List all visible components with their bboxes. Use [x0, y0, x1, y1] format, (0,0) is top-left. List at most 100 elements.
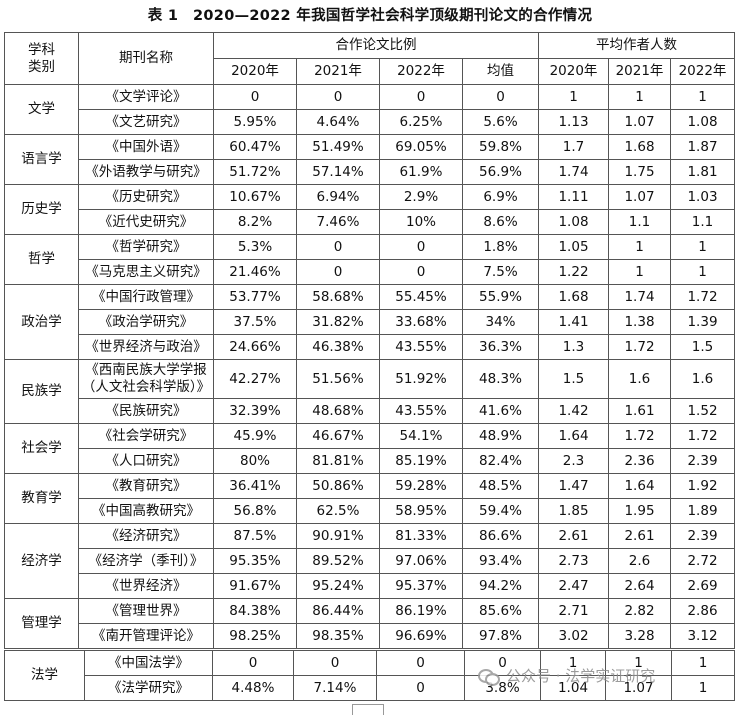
value-cell: 95.24% [296, 573, 380, 599]
bottom-handle [352, 704, 384, 715]
category-cell: 民族学 [4, 359, 79, 424]
value-cell: 93.4% [462, 548, 539, 574]
value-cell: 48.9% [462, 423, 539, 449]
value-cell: 1.68 [608, 134, 671, 160]
table-title: 表 1 2020—2022 年我国哲学社会科学顶级期刊论文的合作情况 [147, 8, 593, 24]
value-cell: 86.6% [462, 523, 539, 549]
header-category: 学科 类别 [4, 32, 79, 85]
header-col: 2020年 [213, 58, 297, 85]
table-row: 历史学 《历史研究》 10.67% 6.94% 2.9% 6.9% 1.11 1.07 1.03 [4, 184, 735, 235]
value-cell: 7.14% [293, 675, 377, 701]
value-cell: 62.5% [296, 498, 380, 524]
journal-cell: 《中国法学》 [84, 650, 213, 676]
value-cell: 5.95% [213, 109, 297, 135]
value-cell: 59.28% [379, 473, 463, 499]
value-cell: 1.08 [538, 209, 609, 235]
value-cell: 1.07 [608, 109, 671, 135]
table-row: 社会学 《社会学研究》 45.9% 46.67% 54.1% 48.9% 1.64 1.72 1… [4, 423, 735, 474]
value-cell: 1.5 [670, 334, 735, 360]
value-cell: 0 [213, 84, 297, 110]
value-cell: 34% [462, 309, 539, 335]
journal-cell: 《马克思主义研究》 [78, 259, 214, 285]
value-cell: 81.81% [296, 448, 380, 474]
value-cell: 1.13 [538, 109, 609, 135]
value-cell: 50.86% [296, 473, 380, 499]
value-cell: 4.48% [212, 675, 294, 701]
value-cell: 0 [464, 650, 541, 676]
value-cell: 1.39 [670, 309, 735, 335]
value-cell: 1.72 [670, 284, 735, 310]
value-cell: 1.03 [670, 184, 735, 210]
journal-cell: 《经济学（季刊）》 [78, 548, 214, 574]
journal-cell: 《教育研究》 [78, 473, 214, 499]
value-cell: 3.28 [608, 623, 671, 649]
value-cell: 1.68 [538, 284, 609, 310]
value-cell: 60.47% [213, 134, 297, 160]
journal-cell: 《近代史研究》 [78, 209, 214, 235]
journal-cell: 《西南民族大学学报（人文社会科学版）》 [78, 359, 214, 399]
value-cell: 85.19% [379, 448, 463, 474]
value-cell: 1.92 [670, 473, 735, 499]
table-row: 经济学 《经济研究》 87.5% 90.91% 81.33% 86.6% 2.61 2.61 2… [4, 523, 735, 599]
value-cell: 0 [376, 675, 465, 701]
value-cell: 0 [212, 650, 294, 676]
value-cell: 1 [540, 650, 606, 676]
journal-cell: 《哲学研究》 [78, 234, 214, 260]
value-cell: 96.69% [379, 623, 463, 649]
value-cell: 2.71 [538, 598, 609, 624]
header-journal: 期刊名称 [78, 32, 214, 85]
journal-cell: 《外语教学与研究》 [78, 159, 214, 185]
value-cell: 1 [671, 650, 735, 676]
journal-cell: 《民族研究》 [78, 398, 214, 424]
table-row: 《民族研究》 32.39% 48.68% 43.55% 41.6% 1.42 1.61 1.5… [5, 398, 735, 424]
value-cell: 10.67% [213, 184, 297, 210]
value-cell: 57.14% [296, 159, 380, 185]
value-cell: 2.86 [670, 598, 735, 624]
category-cell: 语言学 [4, 134, 79, 185]
value-cell: 5.3% [213, 234, 297, 260]
category-cell: 社会学 [4, 423, 79, 474]
value-cell: 53.77% [213, 284, 297, 310]
journal-cell: 《中国外语》 [78, 134, 214, 160]
value-cell: 1.85 [538, 498, 609, 524]
value-cell: 90.91% [296, 523, 380, 549]
value-cell: 1 [670, 234, 735, 260]
value-cell: 43.55% [379, 334, 463, 360]
value-cell: 2.3 [538, 448, 609, 474]
value-cell: 84.38% [213, 598, 297, 624]
category-cell: 历史学 [4, 184, 79, 235]
value-cell: 48.5% [462, 473, 539, 499]
value-cell: 6.25% [379, 109, 463, 135]
value-cell: 81.33% [379, 523, 463, 549]
journal-cell: 《管理世界》 [78, 598, 214, 624]
law-table: 法学 《中国法学》 0 0 0 0 1 1 1 《法学研究》 4.48% 7.14% 0 3.8% 1.04… [4, 650, 735, 701]
table-row: 《人口研究》 80% 81.81% 85.19% 82.4% 2.3 2.36 2.39 [5, 448, 735, 474]
journal-cell: 《政治学研究》 [78, 309, 214, 335]
table-row: 《世界经济与政治》 24.66% 46.38% 43.55% 36.3% 1.3 1.72 1… [5, 334, 735, 360]
journal-cell: 《法学研究》 [84, 675, 213, 701]
value-cell: 1.04 [540, 675, 606, 701]
value-cell: 5.6% [462, 109, 539, 135]
value-cell: 1.81 [670, 159, 735, 185]
value-cell: 1 [608, 259, 671, 285]
value-cell: 86.19% [379, 598, 463, 624]
value-cell: 98.35% [296, 623, 380, 649]
journal-cell: 《南开管理评论》 [78, 623, 214, 649]
value-cell: 0 [376, 650, 465, 676]
value-cell: 1.74 [538, 159, 609, 185]
journal-cell: 《世界经济与政治》 [78, 334, 214, 360]
value-cell: 2.82 [608, 598, 671, 624]
value-cell: 1.74 [608, 284, 671, 310]
value-cell: 1.89 [670, 498, 735, 524]
category-cell: 文学 [4, 84, 79, 135]
header-col: 2021年 [296, 58, 380, 85]
header-col: 2020年 [538, 58, 609, 85]
value-cell: 2.61 [608, 523, 671, 549]
value-cell: 82.4% [462, 448, 539, 474]
table-row: 法学 《中国法学》 0 0 0 0 1 1 1 [4, 650, 735, 701]
table-row: 《法学研究》 4.48% 7.14% 0 3.8% 1.04 1.07 1 [5, 675, 735, 701]
value-cell: 37.5% [213, 309, 297, 335]
header-col: 均值 [462, 58, 539, 85]
value-cell: 1.61 [608, 398, 671, 424]
header-col: 2021年 [608, 58, 671, 85]
